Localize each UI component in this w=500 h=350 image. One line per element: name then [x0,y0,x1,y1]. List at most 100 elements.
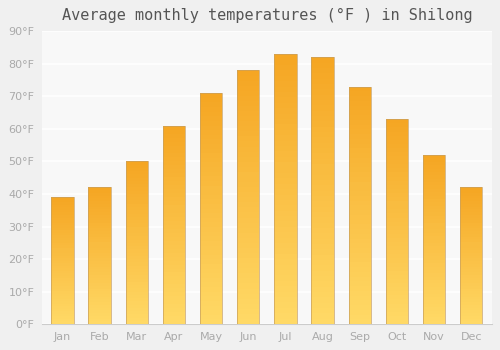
Bar [126,298,148,301]
Bar [200,255,222,259]
Bar [126,214,148,217]
Bar [348,111,371,115]
Bar [237,223,260,228]
Bar [237,253,260,258]
Bar [126,194,148,197]
Bar [52,238,74,240]
Bar [423,250,445,253]
Bar [274,86,296,92]
Bar [348,286,371,291]
Bar [274,292,296,297]
Bar [460,316,482,318]
Bar [423,284,445,287]
Bar [460,261,482,264]
Bar [52,312,74,314]
Bar [237,157,260,162]
Bar [237,76,260,80]
Bar [52,258,74,261]
Bar [460,302,482,305]
Bar [460,313,482,316]
Bar [386,312,408,316]
Bar [163,229,185,233]
Bar [200,135,222,139]
Bar [126,220,148,223]
Bar [312,250,334,255]
Bar [312,63,334,68]
Bar [274,141,296,146]
Bar [460,288,482,291]
Bar [386,119,408,123]
Bar [348,310,371,315]
Bar [460,226,482,229]
Bar [126,243,148,246]
Bar [126,308,148,311]
Bar [200,126,222,130]
Bar [386,226,408,230]
Bar [237,91,260,96]
Bar [88,275,110,278]
Bar [423,263,445,267]
Bar [200,287,222,292]
Bar [88,245,110,247]
Bar [274,92,296,97]
Bar [348,300,371,305]
Bar [386,164,408,168]
Bar [386,201,408,205]
Bar [237,319,260,324]
Bar [312,132,334,138]
Bar [88,256,110,259]
Bar [386,283,408,287]
Bar [386,275,408,279]
Bar [88,270,110,272]
Bar [460,297,482,300]
Bar [386,144,408,148]
Bar [460,229,482,231]
Bar [460,212,482,215]
Bar [348,144,371,148]
Bar [274,81,296,86]
Bar [423,280,445,284]
Bar [200,112,222,116]
Bar [274,259,296,265]
Bar [200,139,222,144]
Bar [348,234,371,239]
Bar [126,321,148,324]
Bar [312,79,334,84]
Bar [423,158,445,162]
Bar [200,306,222,310]
Bar [348,295,371,300]
Bar [88,250,110,253]
Bar [386,205,408,209]
Bar [237,228,260,233]
Bar [52,304,74,306]
Bar [126,230,148,233]
Bar [423,277,445,280]
Bar [126,275,148,279]
Bar [423,273,445,277]
Bar [200,130,222,135]
Bar [163,249,185,253]
Bar [163,257,185,260]
Bar [274,238,296,243]
Bar [348,210,371,215]
Bar [274,205,296,211]
Bar [423,297,445,300]
Bar [88,280,110,283]
Bar [237,299,260,304]
Bar [126,266,148,269]
Bar [200,250,222,255]
Bar [237,268,260,273]
Bar [163,284,185,288]
Bar [274,151,296,157]
Bar [52,228,74,230]
Bar [312,105,334,111]
Bar [200,121,222,126]
Bar [163,225,185,229]
Bar [163,260,185,265]
Bar [312,228,334,233]
Bar [312,148,334,153]
Bar [52,296,74,299]
Bar [312,121,334,127]
Bar [163,201,185,205]
Bar [386,259,408,262]
